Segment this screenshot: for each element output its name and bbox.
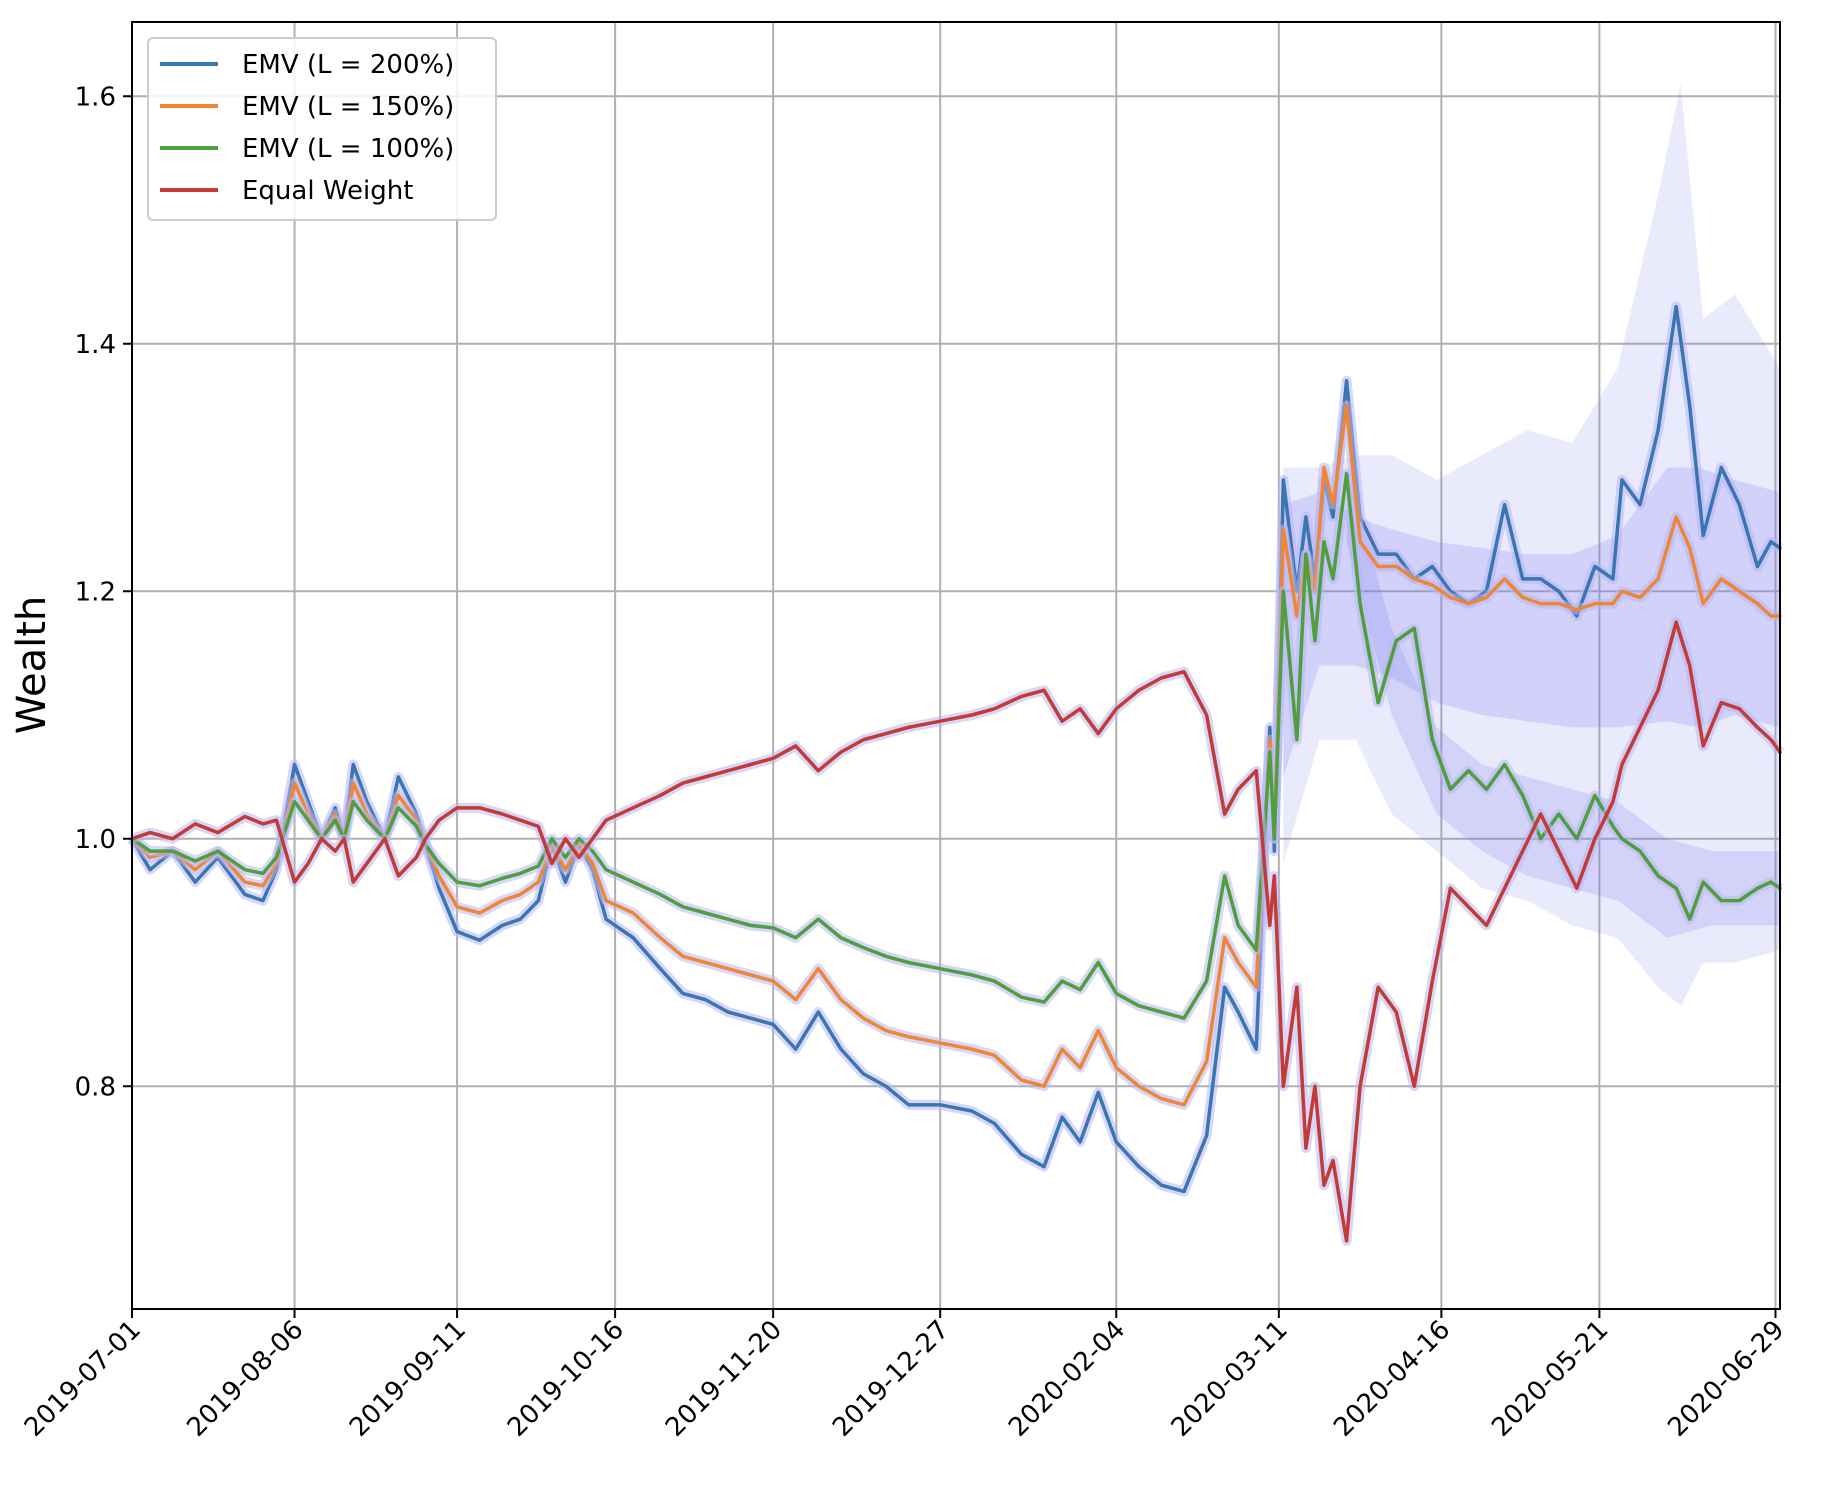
y-tick-label: 1.4: [75, 330, 116, 360]
legend-label: EMV (L = 100%): [242, 134, 454, 164]
x-tick-label: 2019-08-06: [181, 1315, 309, 1443]
x-tick-label: 2020-03-11: [1166, 1315, 1294, 1443]
plot-background: [132, 22, 1780, 1309]
series-lines: [127, 301, 1785, 1246]
y-tick-label: 1.6: [75, 82, 116, 112]
confidence-band: [1283, 83, 1780, 1006]
x-axis: 2019-07-01 2019-08-06 2019-09-11 2019-10-16…: [19, 1309, 1790, 1443]
legend-label: EMV (L = 200%): [242, 50, 454, 80]
x-tick-label: 2019-11-20: [660, 1315, 788, 1443]
plot-frame: [131, 21, 1781, 1310]
x-tick-label: 2019-07-01: [19, 1315, 147, 1443]
y-tick-label: 1.0: [75, 825, 116, 855]
legend-label: EMV (L = 150%): [242, 92, 454, 122]
x-tick-label: 2020-05-21: [1486, 1315, 1614, 1443]
x-tick-label: 2020-02-04: [1003, 1315, 1131, 1443]
y-tick-label: 1.2: [75, 577, 116, 607]
legend-box: [147, 37, 497, 221]
series-line: [130, 471, 1782, 1020]
x-tick-label: 2020-06-29: [1662, 1315, 1790, 1443]
x-tick-label: 2019-10-16: [502, 1315, 630, 1443]
y-tick-label: 0.8: [75, 1072, 116, 1102]
legend: EMV (L = 200%) EMV (L = 150%) EMV (L = 100…: [147, 37, 497, 221]
x-tick-label: 2019-09-11: [344, 1315, 472, 1443]
series-line: [130, 620, 1782, 1243]
y-axis-title: Wealth: [9, 596, 55, 734]
grid: [131, 22, 1780, 1309]
confidence-band: [1346, 467, 1780, 938]
y-axis: 0.8 1.0 1.2 1.4 1.6: [75, 82, 132, 1102]
x-tick-label: 2020-04-16: [1328, 1315, 1456, 1443]
x-tick-label: 2019-12-27: [827, 1315, 955, 1443]
legend-label: Equal Weight: [242, 176, 413, 206]
